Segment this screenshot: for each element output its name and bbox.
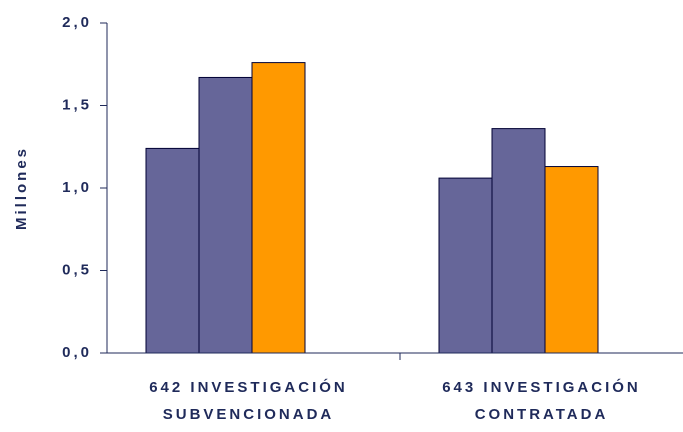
bar [198,76,253,354]
x-tick-label: CONTRATADA [475,406,609,423]
bar [251,62,306,354]
bar [438,177,493,354]
y-tick-label: 0,0 [62,344,92,361]
x-tick-label: 642 INVESTIGACIÓN [149,378,348,396]
bar [491,128,546,354]
y-axis-label: Millones [13,146,30,230]
y-tick-label: 1,0 [62,179,92,196]
y-tick-label: 2,0 [62,14,92,31]
y-tick-label: 0,5 [62,261,92,278]
bar [544,166,599,354]
y-tick-label: 1,5 [62,96,92,113]
bar [145,147,200,354]
x-tick-label: 643 INVESTIGACIÓN [442,378,641,396]
x-tick-label: SUBVENCIONADA [163,406,335,423]
